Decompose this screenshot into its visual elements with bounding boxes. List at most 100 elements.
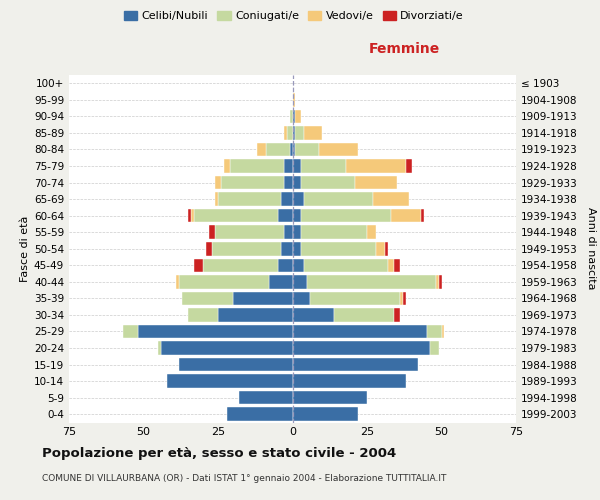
Bar [233,292,293,305]
Bar [290,142,293,156]
Bar [218,192,281,206]
Bar [266,142,290,156]
Bar [179,358,293,372]
Text: Femmine: Femmine [368,42,440,56]
Y-axis label: Anni di nascita: Anni di nascita [586,208,596,290]
Bar [295,126,304,140]
Bar [304,192,373,206]
Bar [293,258,304,272]
Bar [301,226,367,239]
Bar [293,226,301,239]
Bar [427,324,442,338]
Bar [284,159,293,173]
Bar [221,176,284,190]
Bar [301,209,391,222]
Bar [278,209,293,222]
Bar [218,308,293,322]
Bar [269,275,293,288]
Bar [293,159,301,173]
Bar [388,258,394,272]
Bar [293,275,307,288]
Bar [301,176,355,190]
Bar [430,342,439,355]
Bar [293,93,295,106]
Bar [206,242,212,256]
Bar [212,242,281,256]
Bar [400,292,403,305]
Y-axis label: Fasce di età: Fasce di età [20,216,30,282]
Bar [295,142,319,156]
Bar [307,275,436,288]
Bar [293,209,301,222]
Bar [346,159,406,173]
Bar [293,192,304,206]
Bar [290,110,293,123]
Bar [239,391,293,404]
Bar [385,242,388,256]
Bar [230,159,284,173]
Bar [334,308,394,322]
Bar [406,159,412,173]
Bar [188,209,191,222]
Bar [394,308,400,322]
Bar [203,258,278,272]
Text: Popolazione per età, sesso e stato civile - 2004: Popolazione per età, sesso e stato civil… [42,448,396,460]
Bar [293,358,418,372]
Bar [281,192,293,206]
Bar [301,159,346,173]
Bar [293,374,406,388]
Bar [137,324,293,338]
Bar [373,192,409,206]
Bar [355,176,397,190]
Bar [293,242,301,256]
Bar [284,176,293,190]
Bar [215,192,218,206]
Bar [403,292,406,305]
Bar [293,324,427,338]
Bar [421,209,424,222]
Bar [293,176,301,190]
Bar [215,226,284,239]
Bar [182,292,233,305]
Bar [215,176,221,190]
Bar [191,209,194,222]
Bar [293,142,295,156]
Bar [293,110,295,123]
Bar [194,209,278,222]
Bar [167,374,293,388]
Bar [176,275,179,288]
Bar [319,142,358,156]
Bar [224,159,230,173]
Bar [310,292,400,305]
Bar [227,408,293,421]
Bar [436,275,439,288]
Bar [122,324,137,338]
Bar [295,110,301,123]
Bar [301,242,376,256]
Bar [439,275,442,288]
Bar [293,292,310,305]
Bar [188,308,218,322]
Bar [161,342,293,355]
Bar [391,209,421,222]
Text: COMUNE DI VILLAURBANA (OR) - Dati ISTAT 1° gennaio 2004 - Elaborazione TUTTITALI: COMUNE DI VILLAURBANA (OR) - Dati ISTAT … [42,474,446,483]
Bar [293,308,334,322]
Bar [194,258,203,272]
Bar [179,275,269,288]
Bar [284,126,287,140]
Bar [209,226,215,239]
Bar [304,126,322,140]
Bar [367,226,376,239]
Bar [293,126,295,140]
Bar [257,142,266,156]
Legend: Celibi/Nubili, Coniugati/e, Vedovi/e, Divorziati/e: Celibi/Nubili, Coniugati/e, Vedovi/e, Di… [119,6,469,26]
Bar [158,342,161,355]
Bar [293,408,358,421]
Bar [281,242,293,256]
Bar [394,258,400,272]
Bar [293,342,430,355]
Bar [376,242,385,256]
Bar [442,324,445,338]
Bar [278,258,293,272]
Bar [293,391,367,404]
